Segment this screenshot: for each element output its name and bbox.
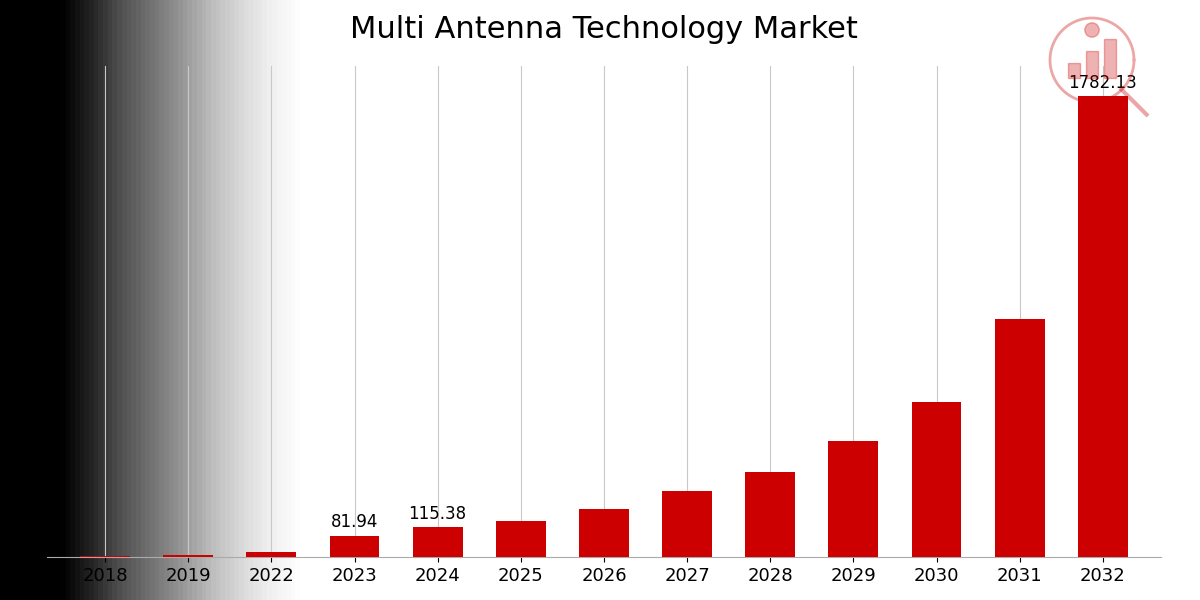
Circle shape [1085,23,1099,37]
Bar [580,509,629,557]
Bar [80,556,130,557]
Bar [912,402,961,557]
Bar [662,491,712,557]
Text: 81.94: 81.94 [331,514,378,532]
Bar [1078,96,1128,557]
Y-axis label: Market Value in USD Billion: Market Value in USD Billion [14,189,34,434]
Text: 115.38: 115.38 [408,505,467,523]
Bar [995,319,1045,557]
Bar [496,521,546,557]
Bar [413,527,463,557]
Bar [745,472,796,557]
Bar [330,536,379,557]
Text: 1782.13: 1782.13 [1068,74,1138,92]
Bar [1104,39,1116,78]
Bar [828,441,878,557]
Bar [1068,63,1080,78]
Bar [246,551,296,557]
Bar [1086,51,1098,78]
Title: Multi Antenna Technology Market: Multi Antenna Technology Market [350,15,858,44]
Bar [163,555,214,557]
